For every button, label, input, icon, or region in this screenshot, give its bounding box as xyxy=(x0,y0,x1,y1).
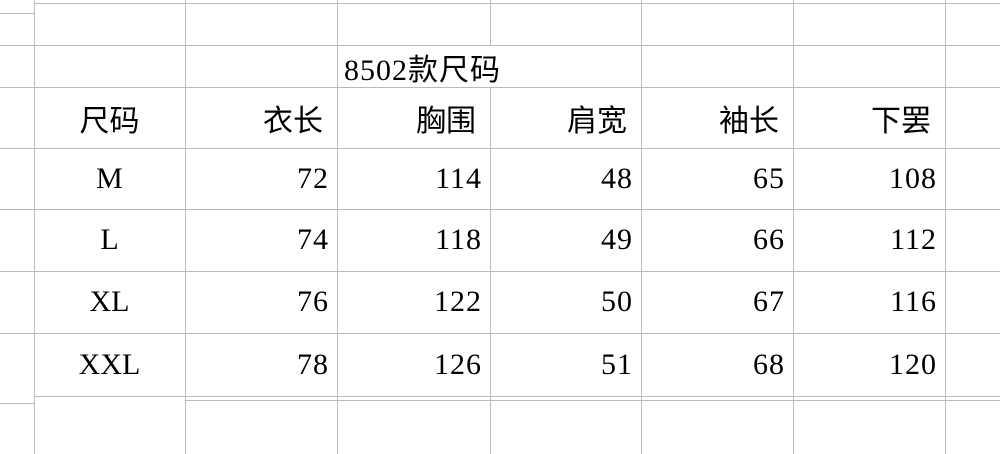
value-cell: 118 xyxy=(435,223,482,256)
size-cell: XXL xyxy=(78,347,141,381)
value-cell: 108 xyxy=(889,161,937,195)
value-cell: 120 xyxy=(889,347,937,381)
gridline-horizontal xyxy=(0,45,1000,46)
value-cell: 76 xyxy=(297,285,329,318)
size-cell: M xyxy=(96,161,123,195)
gridline-horizontal xyxy=(0,148,1000,149)
gridline-vertical xyxy=(185,0,186,454)
gridline-horizontal xyxy=(0,403,34,404)
value-cell: 72 xyxy=(297,161,329,195)
gridline-horizontal xyxy=(34,3,1000,4)
column-header-chest: 胸围 xyxy=(416,104,476,138)
value-cell: 112 xyxy=(890,223,937,256)
value-cell: 49 xyxy=(601,223,633,256)
value-cell: 68 xyxy=(753,347,785,381)
gridline-vertical xyxy=(34,0,35,454)
gridline-horizontal xyxy=(0,333,1000,334)
column-header-size: 尺码 xyxy=(79,104,140,138)
gridline-vertical xyxy=(793,0,794,454)
gridline-horizontal xyxy=(0,271,1000,272)
size-cell: XL xyxy=(89,285,130,318)
table-row: M 72 114 48 65 108 xyxy=(34,148,945,209)
gridline-vertical xyxy=(641,0,642,454)
gridline-vertical xyxy=(337,0,338,454)
value-cell: 67 xyxy=(753,285,785,318)
value-cell: 65 xyxy=(753,161,785,195)
gridline-horizontal xyxy=(185,400,1000,401)
value-cell: 78 xyxy=(297,347,329,381)
value-cell: 116 xyxy=(890,285,937,318)
value-cell: 126 xyxy=(434,347,482,381)
gridline-vertical xyxy=(945,0,946,454)
value-cell: 66 xyxy=(753,223,785,256)
table-header-row: 尺码 衣长 胸围 肩宽 袖长 下罢 xyxy=(34,87,945,148)
gridline-horizontal xyxy=(0,13,34,14)
table-row: XXL 78 126 51 68 120 xyxy=(34,333,945,396)
value-cell: 122 xyxy=(434,285,482,318)
value-cell: 51 xyxy=(601,347,633,381)
gridline-horizontal xyxy=(0,87,1000,88)
value-cell: 48 xyxy=(601,161,633,195)
value-cell: 50 xyxy=(601,285,633,318)
table-row: XL 76 122 50 67 116 xyxy=(34,271,945,333)
column-header-shoulder: 肩宽 xyxy=(567,104,627,138)
chart-title: 8502款尺码 xyxy=(338,46,641,87)
table-row: L 74 118 49 66 112 xyxy=(34,209,945,271)
column-header-length: 衣长 xyxy=(263,104,323,138)
value-cell: 74 xyxy=(297,223,329,256)
gridline-horizontal xyxy=(34,396,1000,397)
gridline-horizontal xyxy=(0,209,1000,210)
gridline-vertical xyxy=(490,0,491,454)
size-cell: L xyxy=(100,223,119,256)
column-header-hem: 下罢 xyxy=(871,104,931,138)
column-header-sleeve: 袖长 xyxy=(719,104,779,138)
value-cell: 114 xyxy=(435,161,482,195)
